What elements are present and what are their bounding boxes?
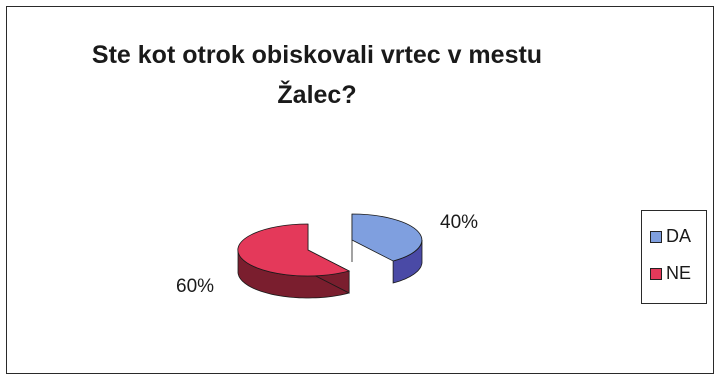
chart-frame: Ste kot otrok obiskovali vrtec v mestu Ž…: [6, 6, 714, 374]
data-label-da: 40%: [440, 212, 478, 233]
legend-swatch-ne: [650, 267, 662, 280]
legend-label-da: DA: [666, 226, 692, 246]
legend-label-ne: NE: [666, 263, 692, 283]
legend-item-ne: NE: [650, 263, 691, 284]
data-label-ne: 60%: [176, 276, 214, 297]
pie-slice-ne: [237, 223, 351, 277]
pie-slice-da: [351, 213, 423, 262]
chart-title: Ste kot otrok obiskovali vrtec v mestu Ž…: [91, 41, 543, 109]
legend-item-da: DA: [650, 226, 691, 247]
chart-legend: DA NE: [641, 210, 707, 304]
legend-swatch-da: [650, 230, 662, 243]
